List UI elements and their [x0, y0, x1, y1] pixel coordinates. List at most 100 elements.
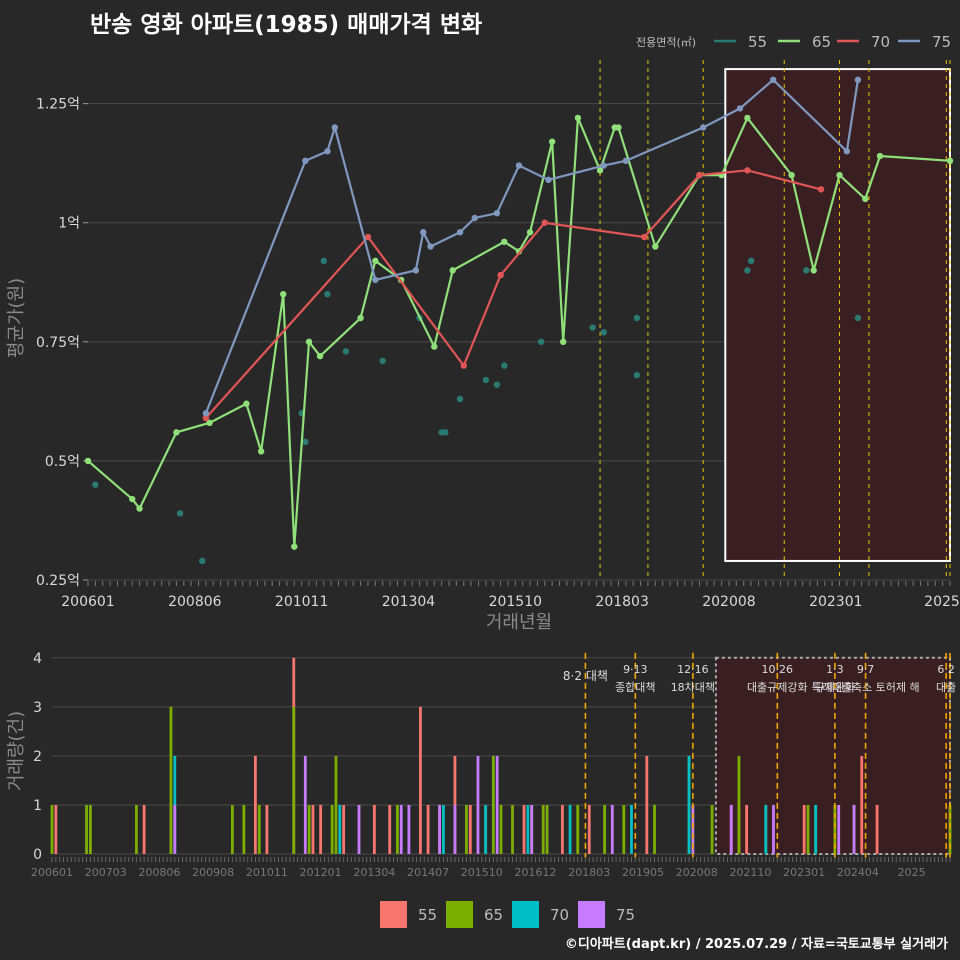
data-point-55	[456, 395, 464, 403]
volume-bar-65	[710, 804, 714, 854]
policy-label-date: 10·26	[762, 663, 794, 676]
volume-bar-65	[169, 706, 173, 854]
volume-bar-75	[837, 804, 841, 854]
data-point-70	[202, 414, 210, 422]
data-point-65	[862, 195, 869, 203]
bar-legend-label-65: 65	[484, 906, 503, 924]
data-point-75	[324, 148, 331, 155]
data-point-65	[206, 419, 213, 426]
volume-bar-65	[135, 804, 138, 854]
data-point-75	[456, 229, 464, 236]
data-point-65	[291, 543, 298, 550]
top-y-tick-label: 1억	[58, 216, 80, 232]
data-point-75	[427, 243, 434, 250]
volume-bar-55	[522, 804, 526, 854]
data-point-55	[302, 438, 309, 446]
volume-bar-55	[311, 804, 315, 854]
policy-label-desc: 종합대책	[615, 681, 655, 694]
policy-label-desc: 대출	[936, 681, 956, 694]
volume-bar-75	[852, 804, 856, 854]
policy-label-date: 6·2	[937, 663, 955, 676]
bar-legend-label-75: 75	[616, 906, 635, 924]
volume-bar-65	[257, 804, 261, 854]
volume-bar-55	[388, 804, 392, 854]
data-point-75	[515, 162, 523, 169]
top-y-tick-label: 0.25억	[36, 573, 80, 589]
data-point-55	[589, 324, 596, 331]
volume-bar-75	[530, 804, 534, 854]
top-y-tick-label: 0.5억	[45, 454, 80, 470]
volume-bar-65	[622, 804, 626, 854]
volume-bar-65	[545, 804, 549, 854]
chart-title: 반송 영화 아파트(1985) 매매가격 변화	[90, 12, 483, 38]
volume-bar-65	[806, 804, 810, 854]
volume-bar-55	[802, 804, 806, 854]
volume-bar-70	[442, 804, 445, 854]
data-point-70	[541, 219, 548, 226]
volume-bar-55	[54, 804, 58, 854]
data-point-65	[316, 352, 324, 360]
bottom-x-tick-label: 202404	[837, 866, 879, 879]
policy-label-desc: 특례대출축소 토허제 해	[811, 680, 919, 694]
volume-bar-70	[687, 755, 691, 854]
data-point-70	[817, 186, 825, 193]
data-point-65	[876, 152, 884, 160]
data-point-75	[736, 105, 744, 112]
data-point-75	[854, 76, 862, 84]
top-x-tick-label: 200806	[168, 594, 222, 610]
legend-title: 전용면적(㎡)	[636, 36, 696, 49]
data-point-65	[280, 290, 287, 298]
data-point-55	[92, 481, 99, 488]
bottom-x-tick-label: 200601	[31, 866, 73, 879]
bottom-x-tick-label: 200908	[192, 866, 234, 879]
data-point-55	[633, 314, 641, 322]
volume-bar-70	[764, 804, 768, 854]
volume-bar-55	[265, 804, 269, 854]
data-point-65	[449, 267, 456, 274]
legend-label-75: 75	[932, 33, 951, 51]
top-x-tick-label: 202008	[702, 594, 755, 610]
data-point-65	[788, 171, 795, 179]
data-point-75	[843, 148, 851, 155]
top-x-tick-label: 201304	[382, 594, 436, 610]
data-point-55	[342, 348, 350, 355]
volume-bar-75	[438, 804, 441, 854]
bottom-x-tick-label: 201011	[246, 866, 288, 879]
bar-legend-key-70	[512, 901, 539, 928]
data-point-55	[198, 557, 206, 565]
data-point-65	[173, 429, 180, 436]
volume-bar-55	[860, 755, 864, 854]
data-point-55	[176, 510, 184, 517]
volume-bar-65	[511, 804, 514, 854]
volume-bar-65	[948, 804, 952, 854]
bottom-y-tick-label: 1	[33, 798, 42, 814]
data-point-65	[305, 338, 313, 346]
bottom-x-tick-label: 200703	[85, 866, 127, 879]
data-point-55	[744, 267, 751, 274]
data-point-75	[493, 210, 501, 217]
top-x-tick-label: 200601	[61, 594, 114, 610]
volume-bar-75	[476, 755, 480, 854]
data-point-55	[854, 314, 862, 322]
bottom-x-tick-label: 201905	[622, 866, 664, 879]
data-point-70	[460, 362, 467, 369]
series-line-75	[204, 78, 859, 414]
highlight-region	[724, 68, 951, 562]
data-point-65	[501, 238, 508, 245]
volume-bar-65	[653, 804, 656, 854]
data-point-65	[548, 138, 556, 145]
data-point-55	[803, 267, 810, 274]
policy-label-date: 1·3	[826, 663, 844, 676]
policy-label-date: 9·7	[857, 663, 875, 676]
data-point-65	[129, 495, 136, 503]
data-point-70	[696, 171, 703, 179]
volume-bar-55	[253, 755, 257, 854]
top-y-axis-title: 평균가(원)	[6, 278, 27, 358]
data-point-75	[600, 162, 607, 169]
volume-bar-55	[419, 706, 422, 854]
data-point-65	[836, 171, 843, 179]
bar-legend-key-55	[380, 901, 407, 928]
volume-bar-75	[399, 804, 403, 854]
volume-bar-65	[85, 804, 88, 854]
data-point-70	[744, 167, 751, 174]
